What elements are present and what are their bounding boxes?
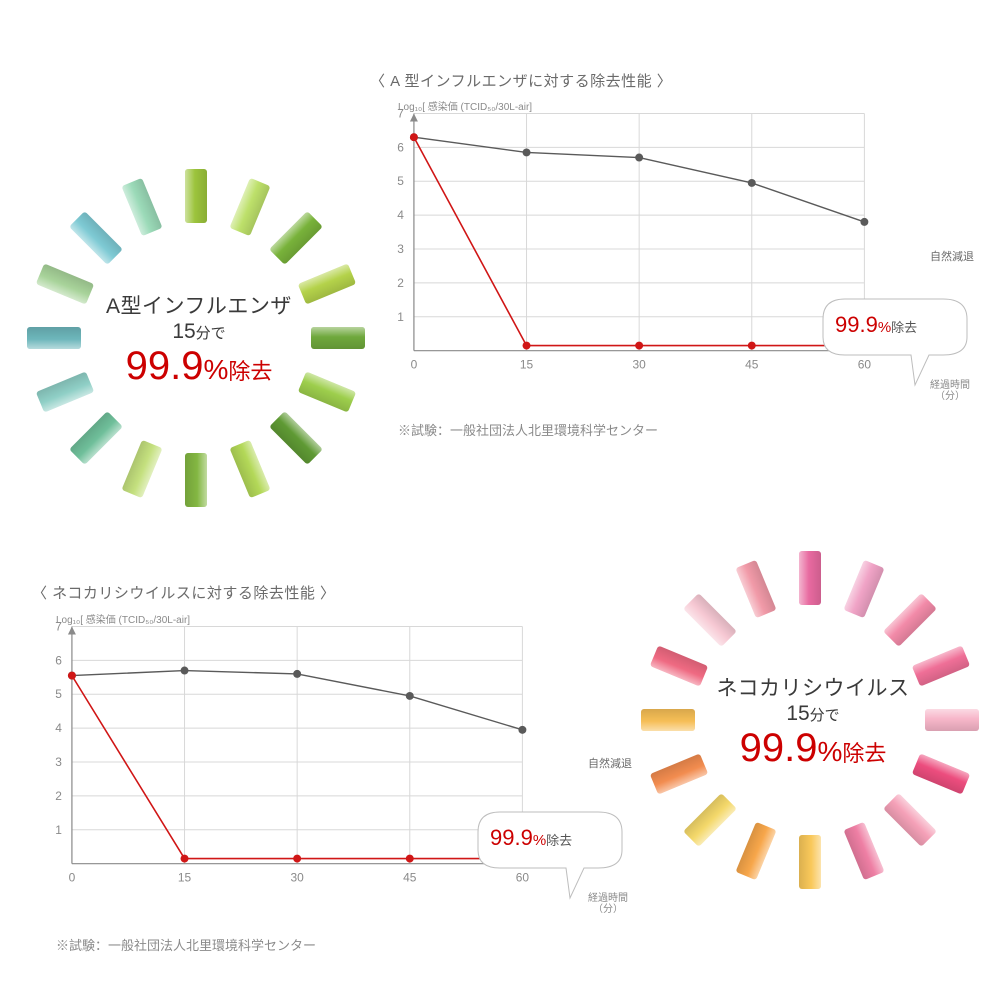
- burst-petal: [185, 169, 207, 223]
- chart2-attribution: ※試験：一般社団法人北里環境科学センター: [56, 935, 316, 954]
- svg-text:30: 30: [291, 871, 305, 885]
- burst-petal: [121, 440, 162, 498]
- burst1-line3-big: 99.9: [126, 344, 204, 388]
- chart2-title: 〈 ネコカリシウイルスに対する除去性能 〉: [32, 582, 652, 603]
- chart2-callout-pct: %: [533, 832, 546, 849]
- burst2-line2b: 分で: [810, 707, 840, 724]
- chart1-y-label: Log₁₀[ 感染価 (TCID₅₀/30L-air]: [398, 98, 532, 113]
- burst-petal: [185, 453, 207, 507]
- burst-petal: [230, 440, 271, 498]
- chart1-title: 〈 A 型インフルエンザに対する除去性能 〉: [370, 70, 990, 91]
- burst-petal: [27, 327, 81, 349]
- chart1-x-label-line2: （分）: [935, 391, 965, 402]
- burst-petal: [69, 412, 123, 466]
- svg-text:45: 45: [745, 358, 759, 372]
- chart1-attribution: ※試験：一般社団法人北里環境科学センター: [398, 420, 658, 439]
- svg-text:1: 1: [55, 823, 62, 837]
- chart1-callout-big: 99.9: [835, 312, 878, 337]
- burst1-line2b: 分で: [196, 325, 226, 342]
- burst-petal: [735, 822, 776, 880]
- burst-petal: [884, 593, 938, 647]
- chart1-natural-label: 自然減退: [930, 248, 974, 264]
- burst-petal: [683, 794, 737, 848]
- svg-text:45: 45: [403, 871, 417, 885]
- chart1-region: 〈 A 型インフルエンザに対する除去性能 〉: [370, 70, 990, 91]
- burst-petal: [884, 794, 938, 848]
- burst-petal: [121, 178, 162, 236]
- burst2-line3-big: 99.9: [740, 726, 818, 770]
- burst-petal: [735, 560, 776, 618]
- chart1-callout-pct: %: [878, 319, 891, 336]
- burst-petal: [641, 709, 695, 731]
- svg-text:15: 15: [520, 358, 534, 372]
- burst-petal: [230, 178, 271, 236]
- svg-text:15: 15: [178, 871, 192, 885]
- burst1-line2a: 15: [172, 320, 195, 343]
- burst-petal: [683, 593, 737, 647]
- burst2-title: ネコカリシウイルス 15分で 99.9%除去: [696, 672, 930, 771]
- burst-petal: [844, 560, 885, 618]
- svg-text:3: 3: [55, 755, 62, 769]
- chart2-callout-text: 99.9%除去: [490, 825, 572, 851]
- chart2-y-label: Log₁₀[ 感染価 (TCID₅₀/30L-air]: [56, 611, 190, 626]
- burst-petal: [311, 327, 365, 349]
- burst-petal: [69, 211, 123, 265]
- svg-text:4: 4: [55, 721, 62, 735]
- svg-text:6: 6: [55, 653, 62, 667]
- burst2-line3-word: 除去: [842, 741, 886, 766]
- svg-text:5: 5: [55, 687, 62, 701]
- burst1-line3-word: 除去: [228, 359, 272, 384]
- chart2-callout-big: 99.9: [490, 825, 533, 850]
- svg-text:30: 30: [633, 358, 647, 372]
- chart2-callout-word: 除去: [546, 833, 572, 848]
- chart2-region: 〈 ネコカリシウイルスに対する除去性能 〉: [32, 582, 652, 603]
- chart1-callout-word: 除去: [891, 320, 917, 335]
- chart1-callout-bubble: [815, 295, 975, 391]
- burst1-title: A型インフルエンザ 15分で 99.9%除去: [86, 290, 312, 389]
- burst1-line1: A型インフルエンザ: [86, 290, 312, 320]
- burst2-line3-pct: %: [817, 736, 842, 767]
- burst2-line1: ネコカリシウイルス: [696, 672, 930, 702]
- svg-text:0: 0: [69, 871, 76, 885]
- burst2-line2a: 15: [786, 702, 809, 725]
- svg-text:2: 2: [55, 789, 62, 803]
- svg-text:0: 0: [411, 358, 418, 372]
- burst1-line3-pct: %: [203, 354, 228, 385]
- burst1-decoration: [0, 0, 400, 560]
- burst-petal: [270, 211, 324, 265]
- burst-petal: [925, 709, 979, 731]
- burst-petal: [270, 412, 324, 466]
- burst-petal: [799, 835, 821, 889]
- burst-petal: [799, 551, 821, 605]
- chart1-callout-text: 99.9%除去: [835, 312, 917, 338]
- burst-petal: [844, 822, 885, 880]
